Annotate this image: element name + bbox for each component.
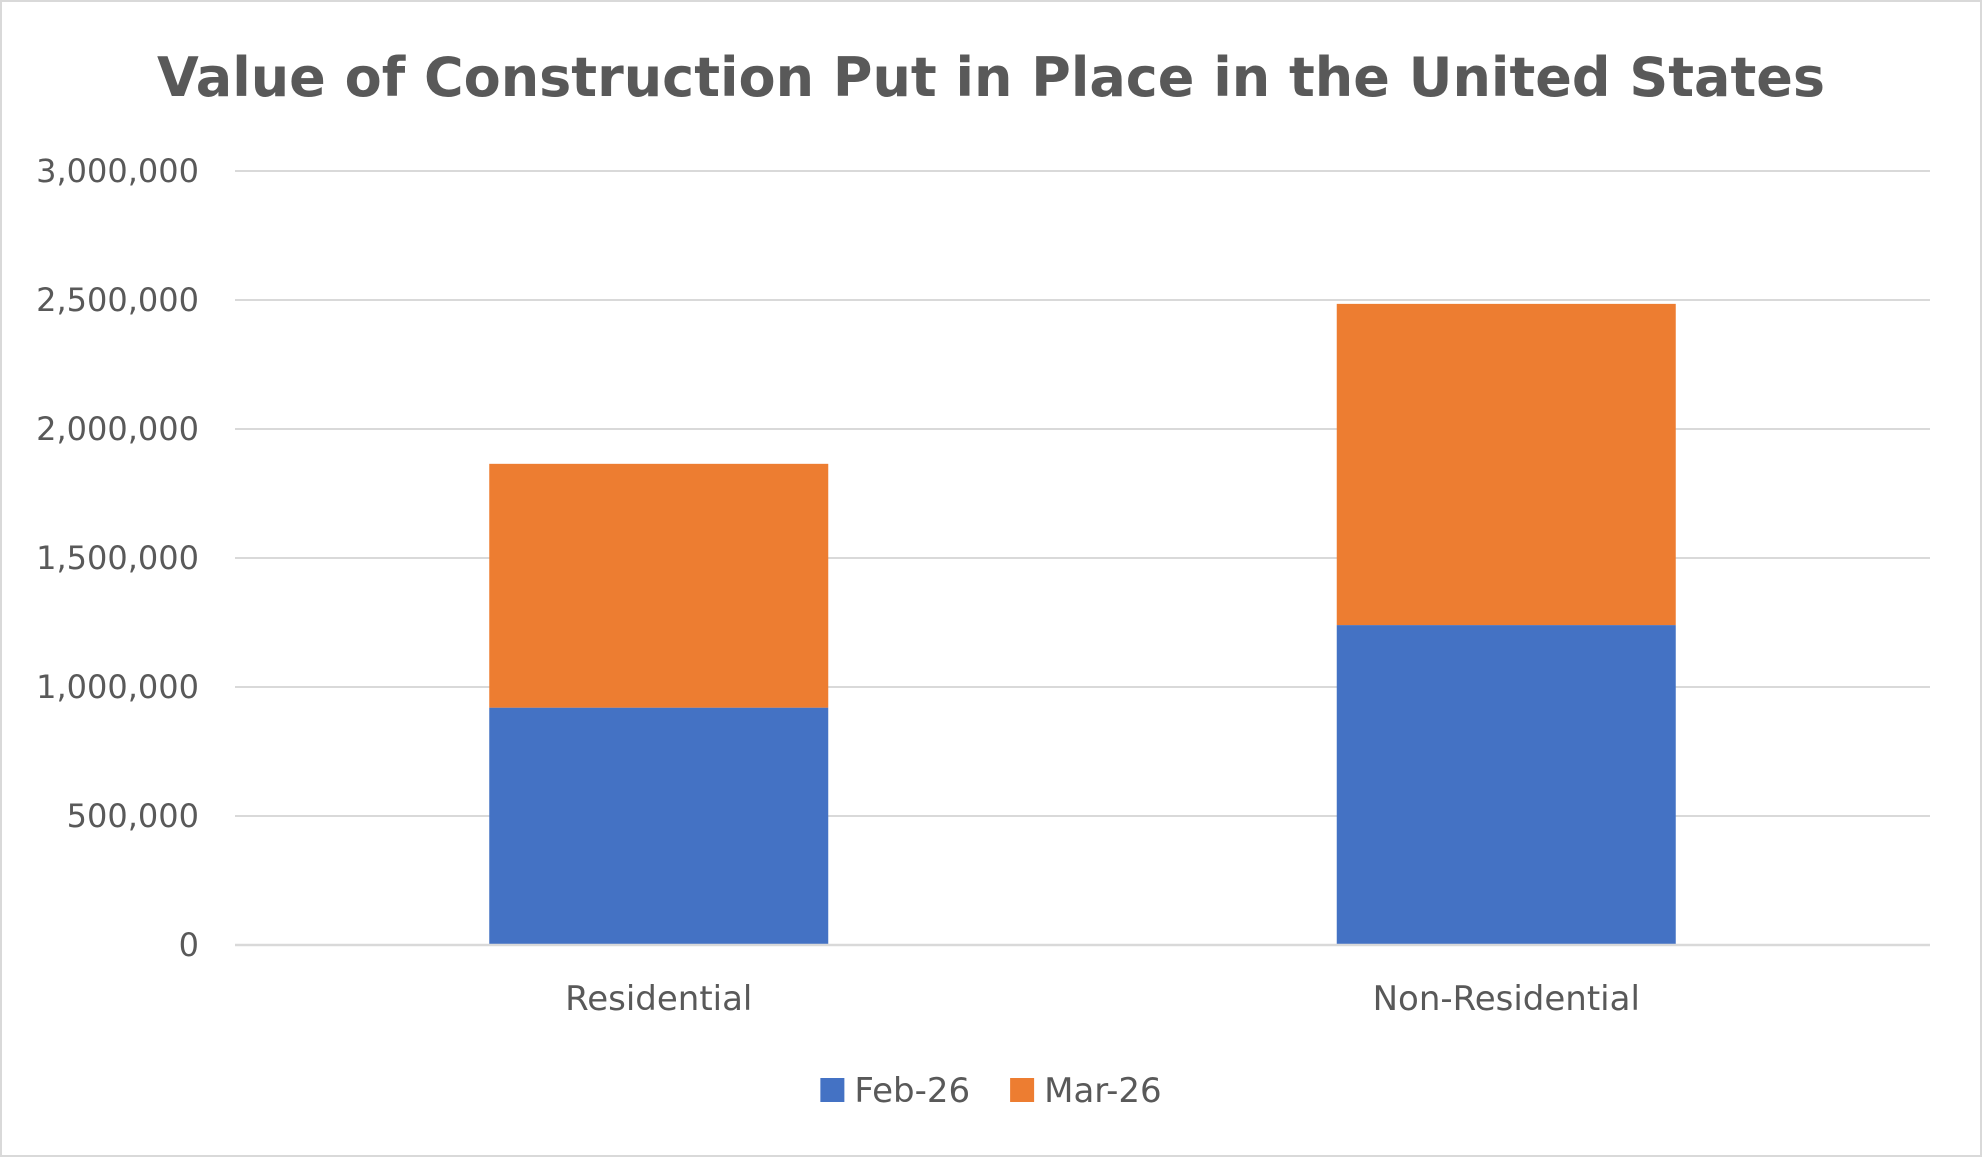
bar-residential-mar-26 bbox=[489, 463, 829, 708]
legend: Feb-26 Mar-26 bbox=[820, 1071, 1162, 1111]
bar-residential-feb-26 bbox=[489, 707, 829, 945]
x-category-label: Non-Residential bbox=[1373, 979, 1640, 1019]
legend-label: Feb-26 bbox=[854, 1071, 970, 1111]
x-category-label: Residential bbox=[565, 979, 752, 1019]
chart-title: Value of Construction Put in Place in th… bbox=[157, 46, 1825, 109]
x-axis-category-labels: Residential Non-Residential bbox=[565, 979, 1640, 1019]
bar-non-residential-feb-26 bbox=[1336, 625, 1676, 945]
y-tick-label: 2,500,000 bbox=[36, 281, 199, 319]
legend-item: Mar-26 bbox=[1010, 1071, 1162, 1111]
legend-item: Feb-26 bbox=[820, 1071, 970, 1111]
y-tick-label: 0 bbox=[179, 926, 199, 964]
bar-non-residential-mar-26 bbox=[1336, 303, 1676, 626]
y-tick-label: 2,000,000 bbox=[36, 410, 199, 448]
legend-label: Mar-26 bbox=[1044, 1071, 1162, 1111]
y-axis-tick-labels: 0 500,000 1,000,000 1,500,000 2,000,000 2,500… bbox=[36, 152, 199, 964]
y-tick-label: 500,000 bbox=[67, 797, 199, 835]
y-tick-label: 1,000,000 bbox=[36, 668, 199, 706]
legend-swatch bbox=[1010, 1078, 1035, 1102]
y-tick-label: 1,500,000 bbox=[36, 539, 199, 577]
y-tick-label: 3,000,000 bbox=[36, 152, 199, 190]
bars bbox=[489, 303, 1676, 945]
legend-swatch bbox=[820, 1078, 845, 1102]
